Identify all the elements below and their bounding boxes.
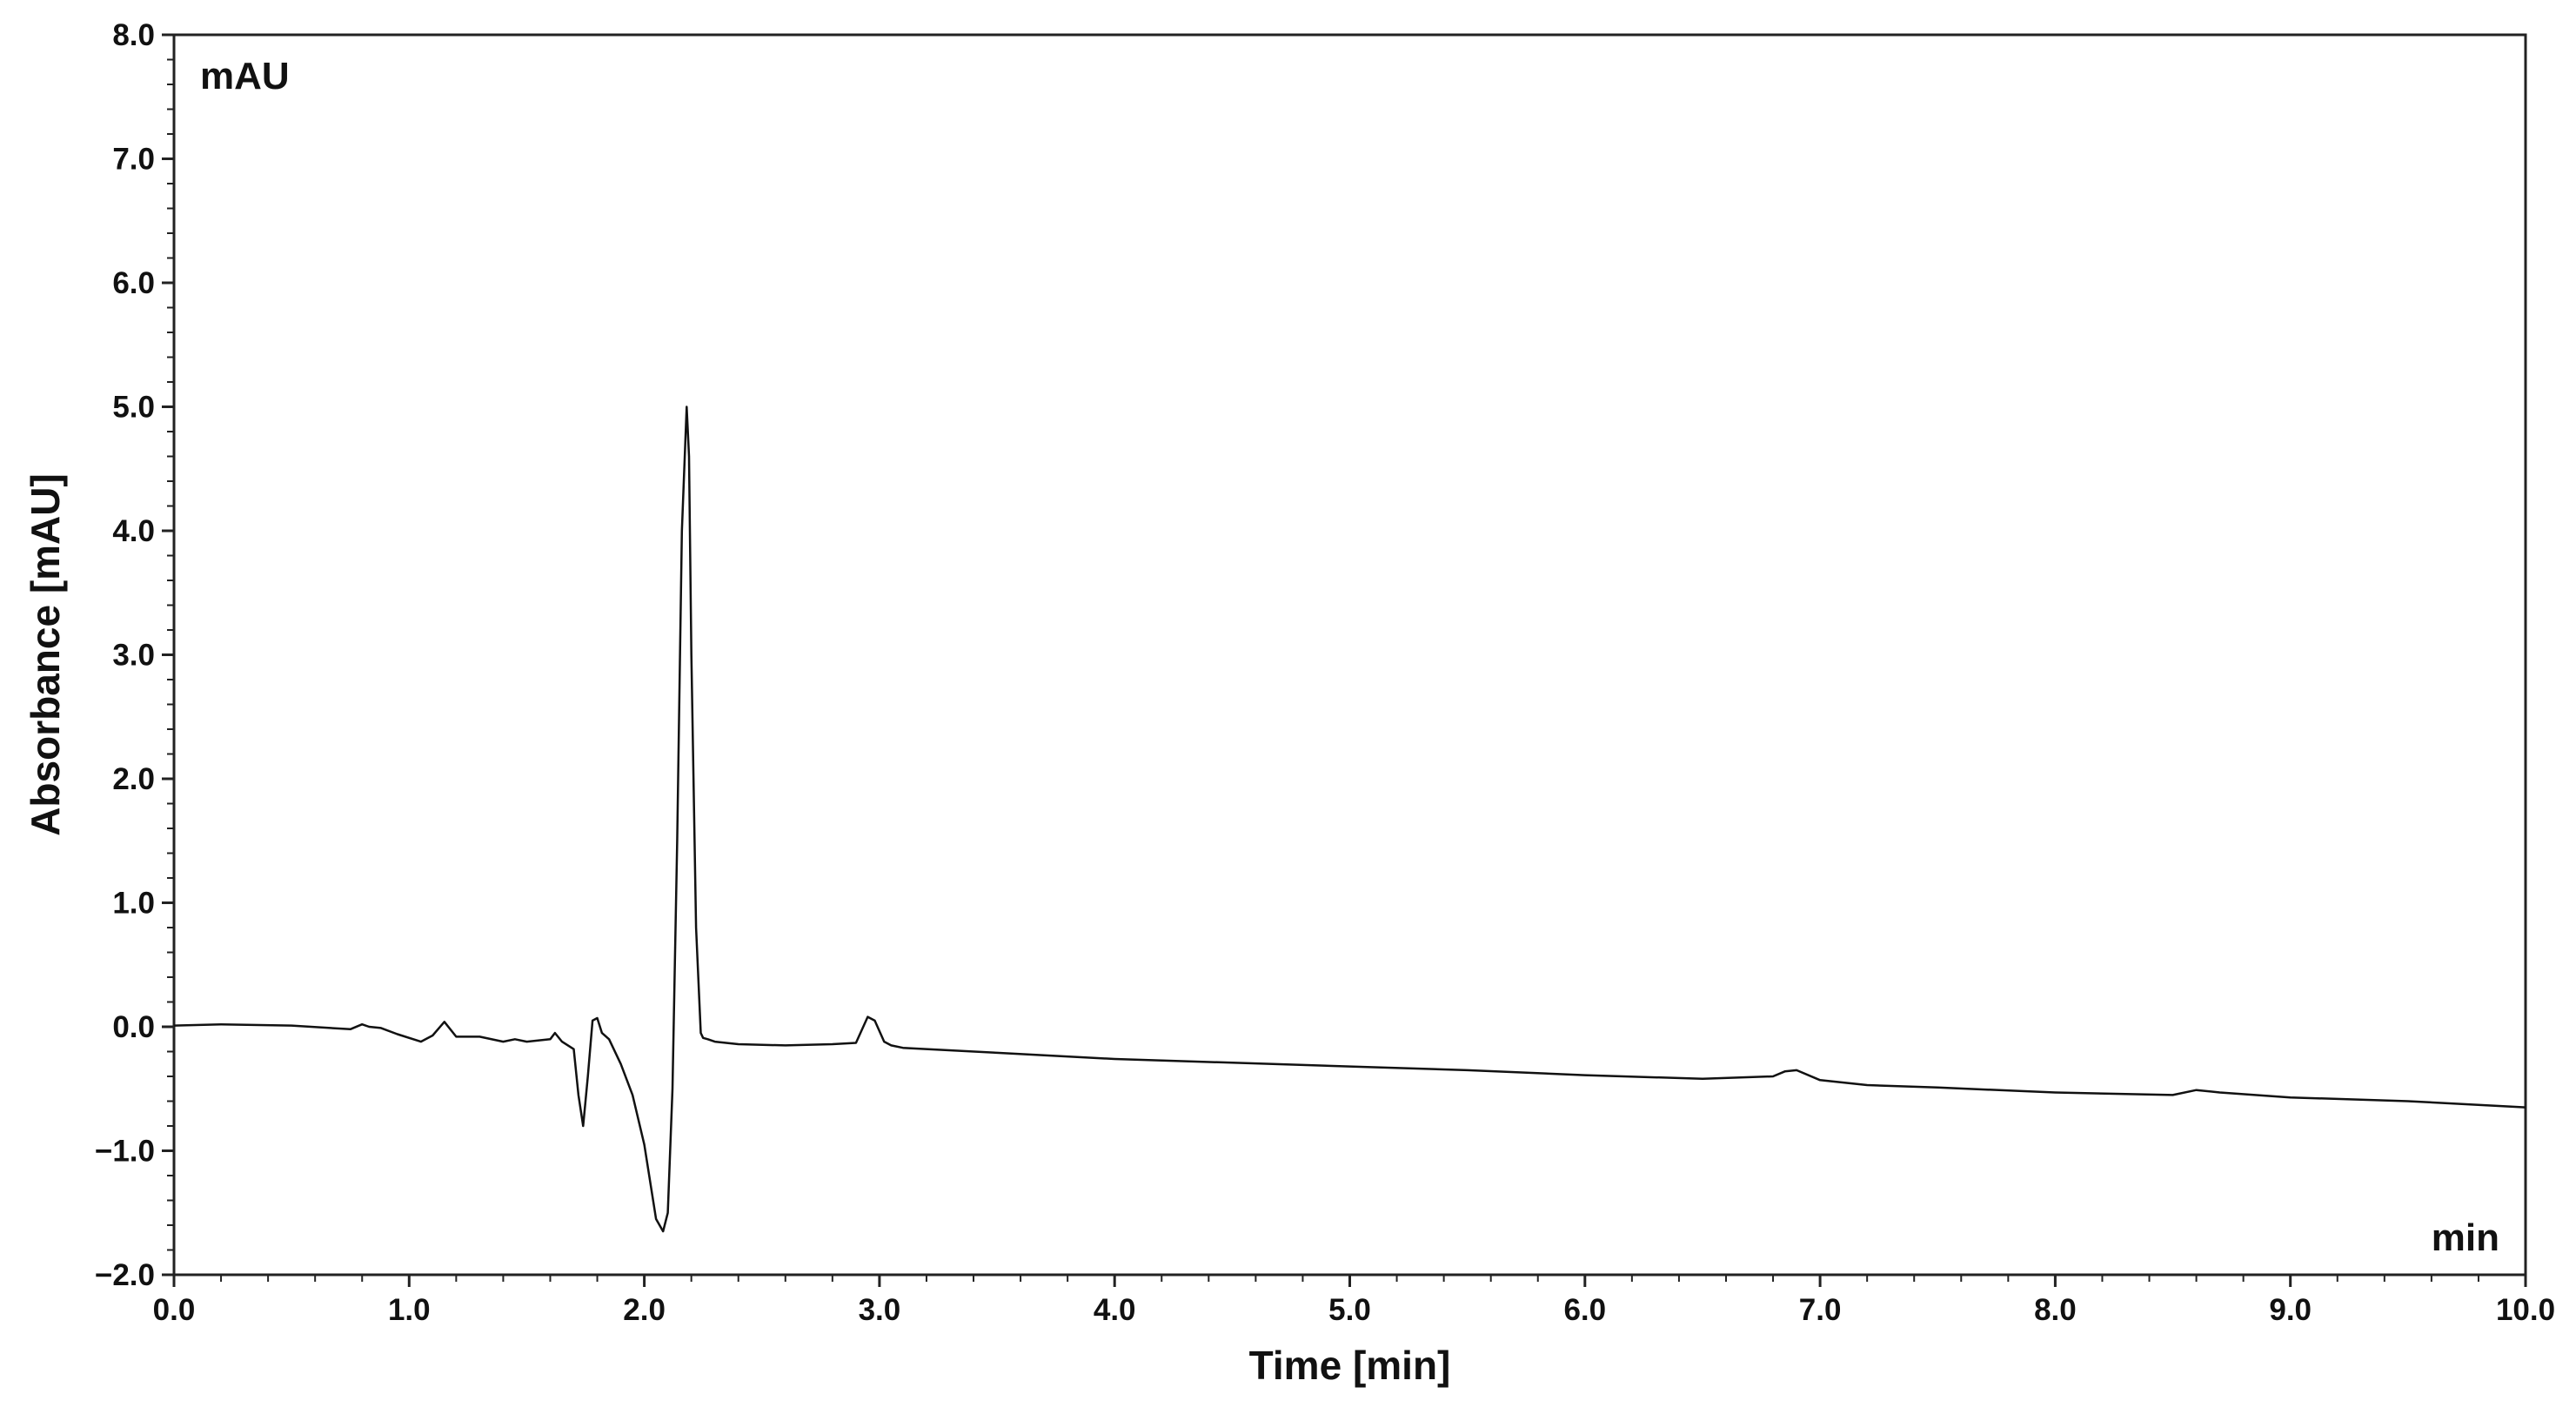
y-tick-label: 6.0 xyxy=(112,266,155,300)
y-tick-label: 5.0 xyxy=(112,391,155,425)
y-tick-label: 1.0 xyxy=(112,887,155,921)
y-tick-label: 0.0 xyxy=(112,1010,155,1044)
x-tick-label: 5.0 xyxy=(1328,1293,1371,1327)
x-tick-label: 2.0 xyxy=(623,1293,666,1327)
x-axis: 0.0 1.0 2.0 3.0 4.0 5.0 6.0 7.0 8.0 9.0 10.0 xyxy=(153,1275,2555,1327)
y-unit-label: mAU xyxy=(200,55,290,97)
y-tick-label: −2.0 xyxy=(95,1258,155,1292)
y-axis-title: Absorbance [mAU] xyxy=(23,473,68,836)
x-tick-label: 8.0 xyxy=(2034,1293,2077,1327)
plot-area: −2.0 −1.0 0.0 1.0 2.0 3.0 4.0 5.0 6.0 7.0 8.0 0.0 1… xyxy=(95,18,2555,1327)
x-tick-label: 7.0 xyxy=(1799,1293,1842,1327)
x-tick-label: 4.0 xyxy=(1094,1293,1136,1327)
y-tick-label: 4.0 xyxy=(112,514,155,548)
x-tick-label: 6.0 xyxy=(1563,1293,1606,1327)
x-tick-label: 1.0 xyxy=(388,1293,431,1327)
chromatogram-trace xyxy=(173,405,2526,1233)
x-tick-label: 3.0 xyxy=(859,1293,901,1327)
x-tick-label: 9.0 xyxy=(2269,1293,2312,1327)
y-tick-label: 2.0 xyxy=(112,762,155,796)
y-tick-label: 7.0 xyxy=(112,143,155,177)
x-tick-label: 0.0 xyxy=(153,1293,196,1327)
x-unit-label: min xyxy=(2432,1216,2499,1259)
y-tick-label: 8.0 xyxy=(112,18,155,52)
y-tick-label: −1.0 xyxy=(95,1135,155,1169)
y-axis: −2.0 −1.0 0.0 1.0 2.0 3.0 4.0 5.0 6.0 7.0 8.0 xyxy=(95,18,174,1292)
x-tick-label: 10.0 xyxy=(2496,1293,2555,1327)
y-tick-label: 3.0 xyxy=(112,639,155,673)
x-axis-title: Time [min] xyxy=(1249,1343,1451,1388)
plot-frame xyxy=(172,33,2527,1277)
